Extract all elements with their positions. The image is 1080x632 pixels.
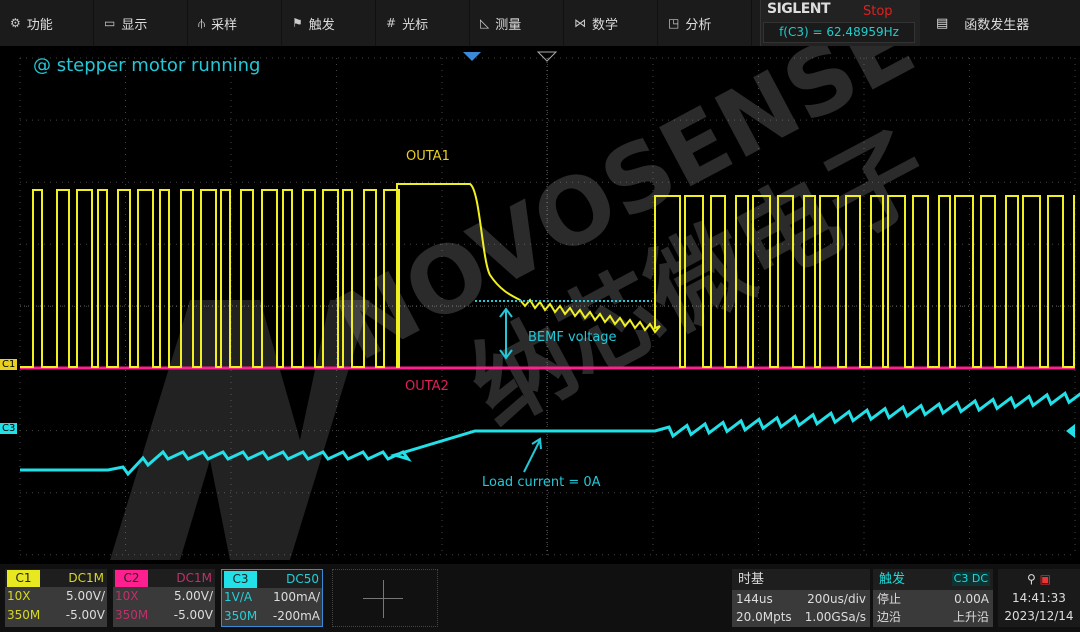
c1-marker[interactable]: C1 [0,359,18,370]
channel-scale: 100mA/ [273,590,320,604]
menu-6[interactable]: ⋈ 数学 [564,0,658,46]
load-current-label: Load current = 0A [482,475,601,490]
channel-bandwidth: 350M [7,608,41,622]
channel-bandwidth: 350M [224,609,258,623]
menu-label: 光标 [402,17,429,33]
trigger-slope: 上升沿 [952,610,989,624]
math-icon: ⋈ [574,16,586,30]
add-channel-button[interactable] [332,569,438,627]
frequency-counter: f(C3) = 62.48959Hz [763,22,915,43]
trigger-title: 触发 [879,572,906,587]
channel-offset: -5.00V [65,608,105,622]
menu-4[interactable]: # 光标 [376,0,470,46]
channel-probe: 10X [7,589,31,603]
channel-probe: 1V/A [224,590,253,604]
channel-tag: C2 [115,570,148,587]
channel-c3-panel[interactable]: C3 DC50 1V/A 100mA/ 350M -200mA [221,569,323,627]
menu-7[interactable]: ◳ 分析 [658,0,752,46]
title-annotation: @ stepper motor running [33,55,261,76]
channel-bandwidth: 350M [115,608,149,622]
trigger-source: C3 DC [951,572,990,586]
load-current-arrow [523,437,542,473]
menu-label: 采样 [211,17,238,33]
menu-label: 功能 [26,17,53,33]
run-status[interactable]: Stop [863,4,893,19]
menu-label: 分析 [685,17,712,33]
clock-time: 14:41:33 [1012,591,1066,605]
menu-label: 显示 [121,17,148,33]
menu-2[interactable]: ⫛ 采样 [188,0,282,46]
center-marker [536,51,558,62]
channel-probe: 10X [115,589,139,603]
memory-depth: 20.0Mpts [736,610,792,624]
plus-icon-v [383,580,384,618]
bemf-label: BEMF voltage [528,330,617,345]
channel-c2-panel[interactable]: C2 DC1M 10X 5.00V/ 350M -5.00V [113,569,215,627]
clock-panel: ⚲ ▣ 14:41:33 2023/12/14 [998,569,1080,627]
c3-marker[interactable]: C3 [0,423,18,434]
trigger-level: 0.00A [954,592,989,606]
network-icon: ▣ [1039,572,1051,586]
channel-scale: 5.00V/ [174,589,213,603]
status-bar: C1 DC1M 10X 5.00V/ 350M -5.00V C2 DC1M 10X 5.… [0,564,1080,632]
display-icon: ▭ [104,16,116,30]
novosense-logo-mark [110,300,370,560]
menu-3[interactable]: ⚑ 触发 [282,0,376,46]
menu-label: 数学 [592,17,619,33]
brand-status-panel: SIGLENT Stop f(C3) = 62.48959Hz [760,0,920,46]
channel-scale: 5.00V/ [66,589,105,603]
channel-coupling: DC1M [68,571,104,585]
outa1-label: OUTA1 [406,149,450,164]
c1-trace [20,183,1075,368]
sample-icon: ⫛ [198,15,206,30]
trigger-mode: 停止 [877,592,902,606]
cursor-icon: # [386,16,397,30]
menu-0[interactable]: ⚙ 功能 [0,0,94,46]
channel-tag: C3 [224,571,257,588]
gear-icon: ⚙ [10,16,21,30]
timebase-delay: 144us [736,592,773,606]
menu-1[interactable]: ▭ 显示 [94,0,188,46]
trigger-position-marker [463,52,481,61]
timebase-scale: 200us/div [807,592,866,606]
clock-date: 2023/12/14 [1004,609,1074,623]
function-generator-icon: ▤ [936,15,949,31]
siglent-logo: SIGLENT [767,1,831,17]
outa2-label: OUTA2 [405,379,449,394]
sample-rate: 1.00GSa/s [804,610,866,624]
c3-trace [20,391,1080,477]
trigger-type: 边沿 [877,610,902,624]
trigger-level-marker [1066,424,1075,438]
usb-icon: ⚲ [1027,572,1036,586]
menu-label: 触发 [308,17,335,33]
timebase-title: 时基 [732,569,870,590]
channel-offset: -200mA [272,609,320,623]
channel-offset: -5.00V [173,608,213,622]
channel-coupling: DC50 [286,572,319,586]
function-generator-button[interactable]: ▤ 函数发生器 [920,0,1029,46]
timebase-panel[interactable]: 时基 144us 200us/div 20.0Mpts 1.00GSa/s [732,569,870,627]
analysis-icon: ◳ [668,16,680,30]
waveform-display[interactable]: NOVOSENSE 纳芯微电子 @ stepper motor running O… [0,46,1080,564]
menu-label: 测量 [495,17,522,33]
measure-icon: ◺ [480,16,490,30]
flag-icon: ⚑ [292,16,303,30]
channel-coupling: DC1M [176,571,212,585]
top-menu-bar: ⚙ 功能 ▭ 显示 ⫛ 采样 ⚑ 触发 # 光标 ◺ 测量 ⋈ 数学 ◳ 分析 SIGLENT Stop f(… [0,0,1080,46]
function-generator-label: 函数发生器 [964,17,1030,33]
trigger-panel[interactable]: 触发 C3 DC 停止 0.00A 边沿 上升沿 [873,569,993,627]
bemf-arrow [499,307,513,360]
channel-c1-panel[interactable]: C1 DC1M 10X 5.00V/ 350M -5.00V [5,569,107,627]
menu-5[interactable]: ◺ 测量 [470,0,564,46]
channel-tag: C1 [7,570,40,587]
